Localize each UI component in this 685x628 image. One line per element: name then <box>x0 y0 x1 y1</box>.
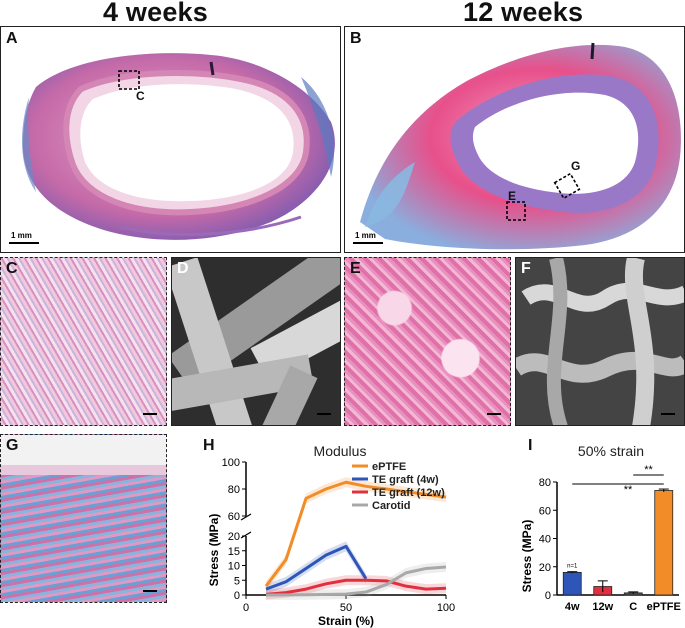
chart-i-x-tick-label: 12w <box>592 601 613 613</box>
panel-f-label: F <box>521 260 531 277</box>
panel-e-label: E <box>350 260 361 277</box>
chart-i-x-tick-label: ePTFE <box>647 601 681 613</box>
panel-a-label: A <box>6 30 18 47</box>
panel-c-histology-zoom: C <box>0 257 167 426</box>
panel-d-label: D <box>177 260 189 277</box>
chart-h-title: Modulus <box>314 443 367 459</box>
chart-h-y-tick-label: 80 <box>228 484 240 496</box>
chart-h-y-tick-label: 10 <box>228 561 240 573</box>
panel-b-scale-text: 1 mm <box>355 231 376 240</box>
chart-h-legend-item: Carotid <box>372 500 411 512</box>
chart-h-series-line <box>264 480 447 588</box>
panel-b-graft-section <box>360 42 681 250</box>
chart-i-sig-label: ** <box>624 484 633 496</box>
chart-i-sig-label: ** <box>644 464 653 476</box>
chart-i-title: 50% strain <box>578 443 644 459</box>
chart-h-axis-break <box>240 531 252 539</box>
chart-h-legend-item: TE graft (12w) <box>372 487 445 499</box>
panel-e-scale-bar <box>487 413 501 415</box>
chart-h-x-tick-label: 0 <box>243 602 249 614</box>
chart-i-bar <box>562 571 582 596</box>
panel-b-inset-label-e: E <box>508 189 517 203</box>
chart-h-y-tick-label: 5 <box>234 575 240 587</box>
panel-g-scale-bar <box>143 590 157 592</box>
chart-h-y-tick-label: 20 <box>228 531 240 543</box>
chart-i-y-tick-label: 20 <box>539 562 551 574</box>
panel-g-label: G <box>6 437 19 454</box>
panel-e-histology-zoom: E <box>344 257 511 426</box>
chart-h-y-tick-label: 60 <box>228 511 240 523</box>
panel-a-graft-section <box>21 53 335 240</box>
chart-i-bar <box>654 490 674 596</box>
chart-i-y-tick-label: 0 <box>545 590 551 602</box>
chart-h-xlabel: Strain (%) <box>318 614 374 628</box>
header-4-weeks: 4 weeks <box>103 0 208 27</box>
chart-i-x-tick-label: 4w <box>565 601 580 613</box>
panel-d-scale-bar <box>317 413 331 415</box>
header-12-weeks: 12 weeks <box>463 0 584 27</box>
panel-a-scale-text: 1 mm <box>11 231 32 240</box>
chart-h-series-line <box>265 544 368 591</box>
panel-d-fibers <box>172 258 340 425</box>
panel-b-histology: B E G 1 mm <box>344 26 685 253</box>
panel-d-sem: D <box>171 257 341 426</box>
chart-i-n-annotation: n=1 <box>567 564 578 570</box>
chart-h-ylabel: Stress (MPa) <box>207 514 221 587</box>
chart-h-x-tick-label: 50 <box>340 602 352 614</box>
chart-i-y-tick-label: 40 <box>539 534 551 546</box>
panel-f-sem: F <box>515 257 685 426</box>
panel-c-scale-bar <box>143 413 157 415</box>
panel-i-label: I <box>528 437 533 454</box>
chart-h-series-band <box>266 561 446 600</box>
chart-h-series-line <box>265 578 447 596</box>
chart-i-x-tick-label: C <box>629 601 637 613</box>
modulus-chart: Modulus Stress (MPa) Strain (%) 60801000… <box>207 443 455 628</box>
panel-f-fibers <box>516 258 684 425</box>
panel-h-label: H <box>203 437 215 454</box>
chart-h-y-tick-label: 15 <box>228 546 240 558</box>
chart-h-legend-item: ePTFE <box>372 461 406 473</box>
chart-h-series-line <box>265 565 447 597</box>
chart-h-legend-item: TE graft (4w) <box>372 474 439 486</box>
chart-i-y-tick-label: 60 <box>539 505 551 517</box>
chart-h-axis-break <box>240 513 252 521</box>
chart-h-x-tick-label: 100 <box>437 602 455 614</box>
chart-h-series-band <box>266 575 446 600</box>
chart-i-y-tick-label: 80 <box>539 477 551 489</box>
strain-bar-chart: 50% strain Stress (MPa) 0 20 40 60 80 4w 12w C… <box>520 443 681 613</box>
panel-a-inset-label: C <box>136 89 145 103</box>
panel-g-histology-zoom: G <box>0 434 167 603</box>
chart-h-y-tick-label: 100 <box>222 457 240 469</box>
chart-h-series-band <box>266 541 366 595</box>
chart-h-y-tick-label: 0 <box>234 590 240 602</box>
panel-f-scale-bar <box>661 413 675 415</box>
panel-b-label: B <box>350 30 362 47</box>
panel-b-inset-label-g: G <box>571 159 581 173</box>
panel-a-scale-bar <box>9 242 39 244</box>
chart-i-ylabel: Stress (MPa) <box>520 520 534 593</box>
panel-c-label: C <box>6 260 18 277</box>
panel-a-histology: A C 1 mm <box>0 26 341 253</box>
panel-b-scale-bar <box>353 242 383 244</box>
